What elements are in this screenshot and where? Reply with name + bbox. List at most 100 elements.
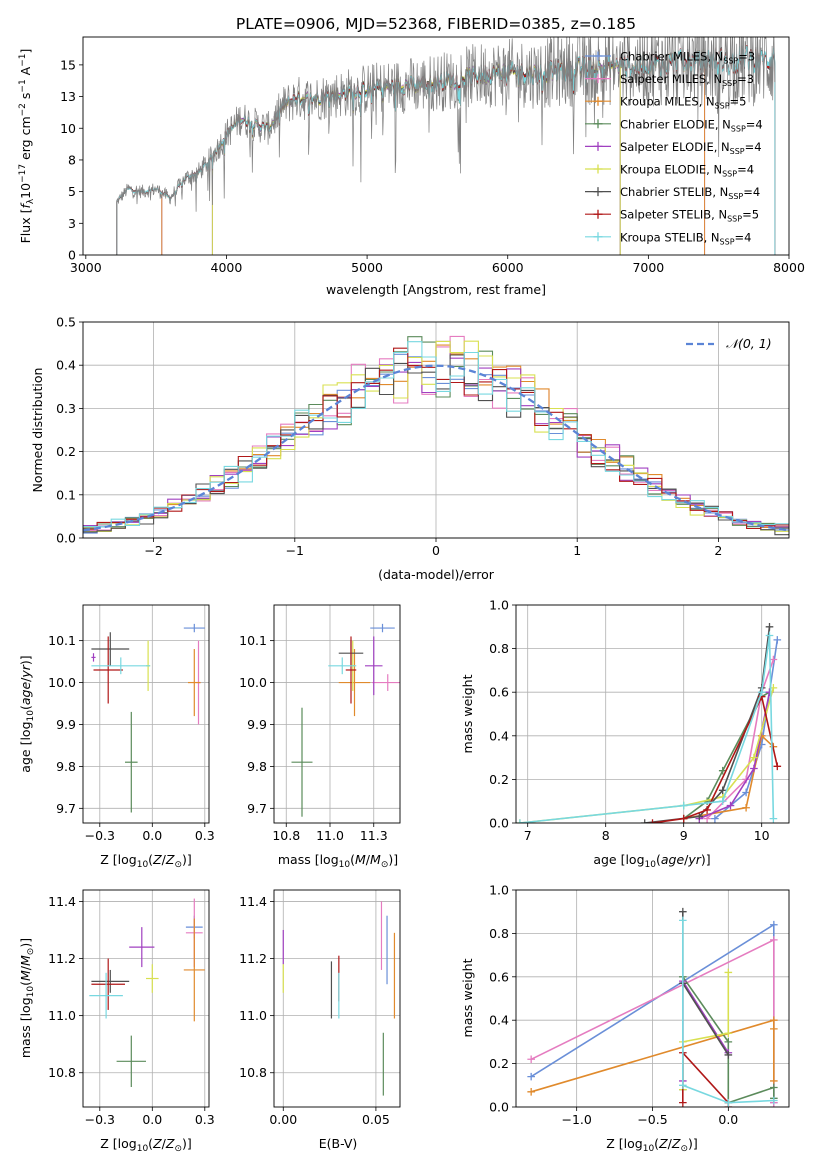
x-tick-label: −1.0 [561,1112,591,1127]
age-vs-mass-xlabel: mass [log10(M/M⊙)] [278,852,398,870]
weight-point-kroupa-miles [527,1088,535,1096]
legend-marker-kroupa-stelib [593,232,603,242]
weight-point-chabrier-stelib [724,1051,733,1059]
weight_vs_Z-plot-area [527,907,778,1107]
y-tick-label: 9.8 [247,759,267,774]
weight-point-kroupa-stelib [757,688,766,696]
mass_vs_ebv-plot-area [282,901,396,1096]
weight-line-salpeter-miles [706,659,775,820]
spectrum-ylabel: Flux [fλ10−17 erg cm−2 s−1 A−1] [18,49,36,244]
legend-marker-chabrier-stelib [593,187,603,197]
y-tick-label: 10.0 [48,675,76,690]
x-tick-label: −2 [144,543,162,558]
weight-point-chabrier-stelib [718,786,727,795]
mass_vs_ebv-grid [274,890,400,1107]
y-tick-label: 11.4 [239,894,267,909]
y-tick-label: 5 [68,184,76,199]
legend-label-kroupa-elodie: Kroupa ELODIE, NSSP=4 [620,163,754,179]
weight-line-salpeter-stelib [682,1050,730,1107]
residuals-ylabel: Normed distribution [30,368,45,493]
y-tick-label: 9.7 [247,801,267,816]
y-tick-label: 0.2 [489,772,509,787]
y-tick-label: 0.0 [489,1100,509,1115]
weight-point-chabrier-stelib [765,623,774,631]
weight-line-kroupa-stelib [682,920,774,1104]
weight-point-chabrier-stelib [695,812,704,821]
weight-point-kroupa-stelib [679,916,687,925]
x-tick-label: 6000 [492,260,524,275]
x-tick-label: 0.0 [718,1112,738,1127]
y-tick-label: 0.8 [489,641,509,656]
y-tick-label: 0.0 [56,531,76,546]
y-tick-label: 9.7 [56,801,76,816]
legend-label-salpeter-stelib: Salpeter STELIB, NSSP=5 [620,208,759,224]
x-tick-label: 8000 [773,260,805,275]
weight-point-chabrier-elodie [724,1038,733,1046]
weight-point-salpeter-stelib [773,762,782,771]
y-tick-label: 11.2 [239,951,267,966]
y-tick-label: 9.9 [56,717,76,732]
axes-frame [273,604,401,824]
x-tick-label: −0.3 [85,1112,115,1127]
x-tick-label: 0.3 [195,828,215,843]
spectrum-xlabel: wavelength [Angstrom, rest frame] [326,282,546,297]
age-vs-z-panel: age [log10(age/yr)] Z [log10(Z/Z⊙)] −0.3… [18,604,215,870]
normal-reference-curve [83,364,789,532]
y-tick-label: 10.0 [239,675,267,690]
age_vs_Z-grid [83,605,209,823]
y-tick-label: 11.0 [239,1008,267,1023]
weight-point-salpeter-miles [527,1055,535,1064]
legend-label-chabrier-elodie: Chabrier ELODIE, NSSP=4 [620,117,763,133]
y-tick-label: 0.6 [489,685,509,700]
weight-point-chabrier-miles [527,1072,535,1081]
x-tick-label: 9 [680,828,688,843]
axes-frame [515,889,790,1108]
y-tick-label: 0.5 [56,315,76,330]
y-tick-label: 10 [60,121,76,136]
age_vs_mass-plot-area [291,623,400,817]
weight-point-kroupa-miles [770,1077,778,1085]
weight-point-kroupa-stelib [679,1081,687,1090]
y-tick-label: 0.1 [56,487,76,502]
y-tick-label: 0.6 [489,969,509,984]
weight-point-salpeter-stelib [648,819,657,823]
weight-line-kroupa-miles [530,1019,775,1093]
weight-vs-z-ylabel: mass weight [460,958,475,1037]
x-tick-label: 3000 [70,260,102,275]
weight-point-kroupa-stelib [765,631,774,640]
residuals-plot-area [83,335,789,536]
weight-point-kroupa-elodie [724,1029,733,1038]
weight_vs_age-plot-area [516,623,782,823]
weight-point-kroupa-stelib [679,801,688,810]
weight-point-chabrier-stelib [679,907,687,916]
residuals-xlabel: (data-model)/error [378,567,495,582]
age-vs-z-ylabel: age [log10(age/yr)] [18,655,36,772]
legend-marker-chabrier-miles [593,51,603,61]
y-tick-label: 11.4 [48,894,76,909]
weight-point-kroupa-stelib [724,1098,733,1107]
x-tick-label: 4000 [211,260,243,275]
mass-vs-z-panel: mass [log10(M/M⊙)] Z [log10(Z/Z⊙)] −0.3 0… [18,889,215,1154]
axes-frame [82,321,790,539]
y-tick-label: 10.8 [239,1065,267,1080]
weight-point-kroupa-elodie [724,968,733,977]
y-tick-label: 10.1 [239,633,267,648]
weight-line-kroupa-stelib [519,635,775,823]
weight-vs-age-panel: mass weight age [log10(age/yr)] 7 8 9 10 0.0… [460,598,790,870]
weight-vs-z-panel: mass weight Z [log10(Z/Z⊙)] −1.0 −0.5 0.0 0… [460,883,790,1154]
data-spectrum [116,37,776,255]
spectrum-legend: Chabrier MILES, NSSP=3 Salpeter MILES, NS… [585,50,763,246]
y-tick-label: 10.8 [48,1065,76,1080]
x-tick-label: 1 [573,543,581,558]
mass-vs-z-ylabel: mass [log10(M/M⊙)] [18,938,36,1058]
y-tick-label: 0 [68,248,76,263]
x-tick-label: 0 [432,543,440,558]
mass_vs_Z-grid [83,890,209,1107]
legend-label-salpeter-miles: Salpeter MILES, NSSP=3 [620,72,754,88]
y-tick-label: 0.4 [489,728,509,743]
weight-point-chabrier-miles [711,814,719,823]
weight-point-kroupa-stelib [718,797,727,805]
x-tick-label: 0.05 [362,1112,390,1127]
x-tick-label: 8 [602,828,610,843]
